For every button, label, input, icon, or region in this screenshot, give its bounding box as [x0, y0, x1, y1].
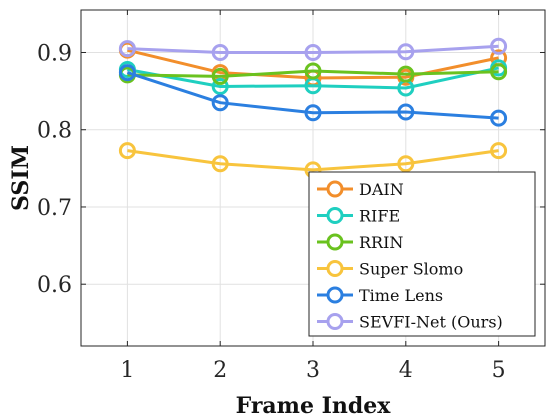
data-point	[118, 64, 136, 82]
series-time-lens	[118, 64, 508, 127]
data-point	[397, 103, 415, 121]
legend-label: Super Slomo	[359, 260, 463, 279]
data-point	[211, 77, 229, 95]
legend: DAIN RIFE RRIN Super Slomo Time Lens SEVFI-Ne…	[308, 171, 536, 337]
y-axis-label: SSIM	[8, 145, 34, 211]
data-point	[211, 94, 229, 112]
data-point	[304, 104, 322, 122]
legend-entry: RRIN	[317, 233, 403, 252]
legend-marker	[326, 207, 344, 224]
data-point	[397, 43, 415, 61]
y-tick-label: 0.7	[37, 196, 72, 221]
series-line	[127, 66, 499, 90]
legend-entry: SEVFI-Net (Ours)	[317, 313, 503, 332]
data-point	[211, 155, 229, 173]
legend-label: RRIN	[359, 233, 403, 252]
y-tick-label: 0.6	[37, 273, 72, 298]
data-point	[397, 155, 415, 173]
x-tick-label: 4	[399, 358, 413, 383]
data-point	[397, 65, 415, 83]
data-point	[304, 43, 322, 61]
legend-marker	[326, 313, 344, 330]
legend-entry: DAIN	[317, 180, 404, 199]
legend-label: DAIN	[359, 180, 404, 199]
data-point	[490, 142, 508, 160]
legend-box	[308, 171, 536, 337]
data-point	[490, 109, 508, 127]
y-tick-label: 0.9	[37, 41, 72, 66]
legend-entry: RIFE	[317, 207, 400, 226]
series-line	[127, 149, 499, 172]
x-tick-label: 2	[213, 358, 227, 383]
legend-entry: Super Slomo	[317, 260, 463, 279]
data-point	[490, 63, 508, 81]
data-point	[490, 37, 508, 55]
x-tick-label: 3	[306, 358, 320, 383]
x-tick-label: 5	[492, 358, 506, 383]
x-tick-label: 1	[120, 358, 134, 383]
series-sevfi-net-ours	[118, 37, 508, 61]
series-line	[127, 69, 499, 78]
y-tick-label: 0.8	[37, 119, 72, 144]
legend-label: RIFE	[359, 207, 400, 226]
legend-label: Time Lens	[359, 286, 443, 305]
legend-marker	[326, 233, 344, 251]
data-point	[118, 40, 136, 58]
axis-ticks: 1 2 3 4 5 0.6 0.7 0.8 0.9	[37, 10, 545, 383]
series-super-slomo	[118, 142, 508, 179]
legend-marker	[326, 286, 344, 304]
data-point	[118, 142, 136, 160]
data-point	[304, 62, 322, 80]
legend-marker	[326, 180, 344, 198]
legend-entry: Time Lens	[317, 286, 443, 305]
series-lines	[118, 37, 508, 179]
legend-marker	[326, 260, 344, 277]
data-point	[211, 67, 229, 85]
series-line	[127, 44, 499, 54]
series-line	[126, 71, 499, 120]
x-axis-label: Frame Index	[236, 393, 392, 419]
data-point	[211, 43, 229, 61]
legend-label: SEVFI-Net (Ours)	[359, 313, 503, 332]
